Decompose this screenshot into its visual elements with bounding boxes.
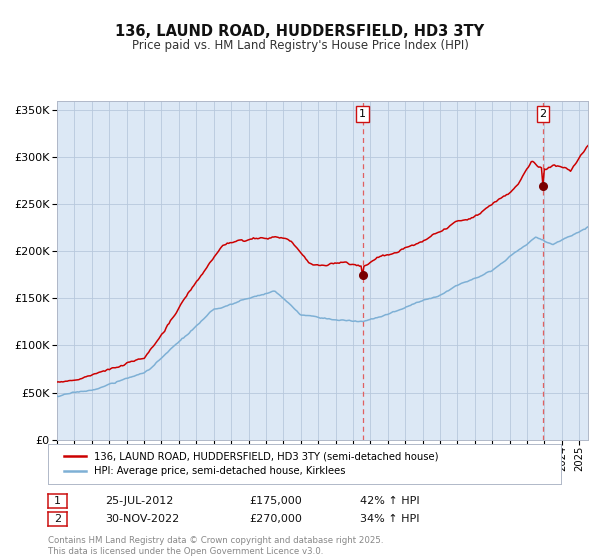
Text: 2: 2 <box>539 109 547 119</box>
Text: Contains HM Land Registry data © Crown copyright and database right 2025.
This d: Contains HM Land Registry data © Crown c… <box>48 536 383 556</box>
Text: 30-NOV-2022: 30-NOV-2022 <box>105 514 179 524</box>
Text: £270,000: £270,000 <box>249 514 302 524</box>
Text: 1: 1 <box>54 496 61 506</box>
Text: Price paid vs. HM Land Registry's House Price Index (HPI): Price paid vs. HM Land Registry's House … <box>131 39 469 52</box>
Text: 136, LAUND ROAD, HUDDERSFIELD, HD3 3TY: 136, LAUND ROAD, HUDDERSFIELD, HD3 3TY <box>115 24 485 39</box>
Text: 2: 2 <box>54 514 61 524</box>
Text: £175,000: £175,000 <box>249 496 302 506</box>
Text: 1: 1 <box>359 109 366 119</box>
Text: 25-JUL-2012: 25-JUL-2012 <box>105 496 173 506</box>
Legend: 136, LAUND ROAD, HUDDERSFIELD, HD3 3TY (semi-detached house), HPI: Average price: 136, LAUND ROAD, HUDDERSFIELD, HD3 3TY (… <box>58 446 445 482</box>
Text: 34% ↑ HPI: 34% ↑ HPI <box>360 514 419 524</box>
Text: 42% ↑ HPI: 42% ↑ HPI <box>360 496 419 506</box>
